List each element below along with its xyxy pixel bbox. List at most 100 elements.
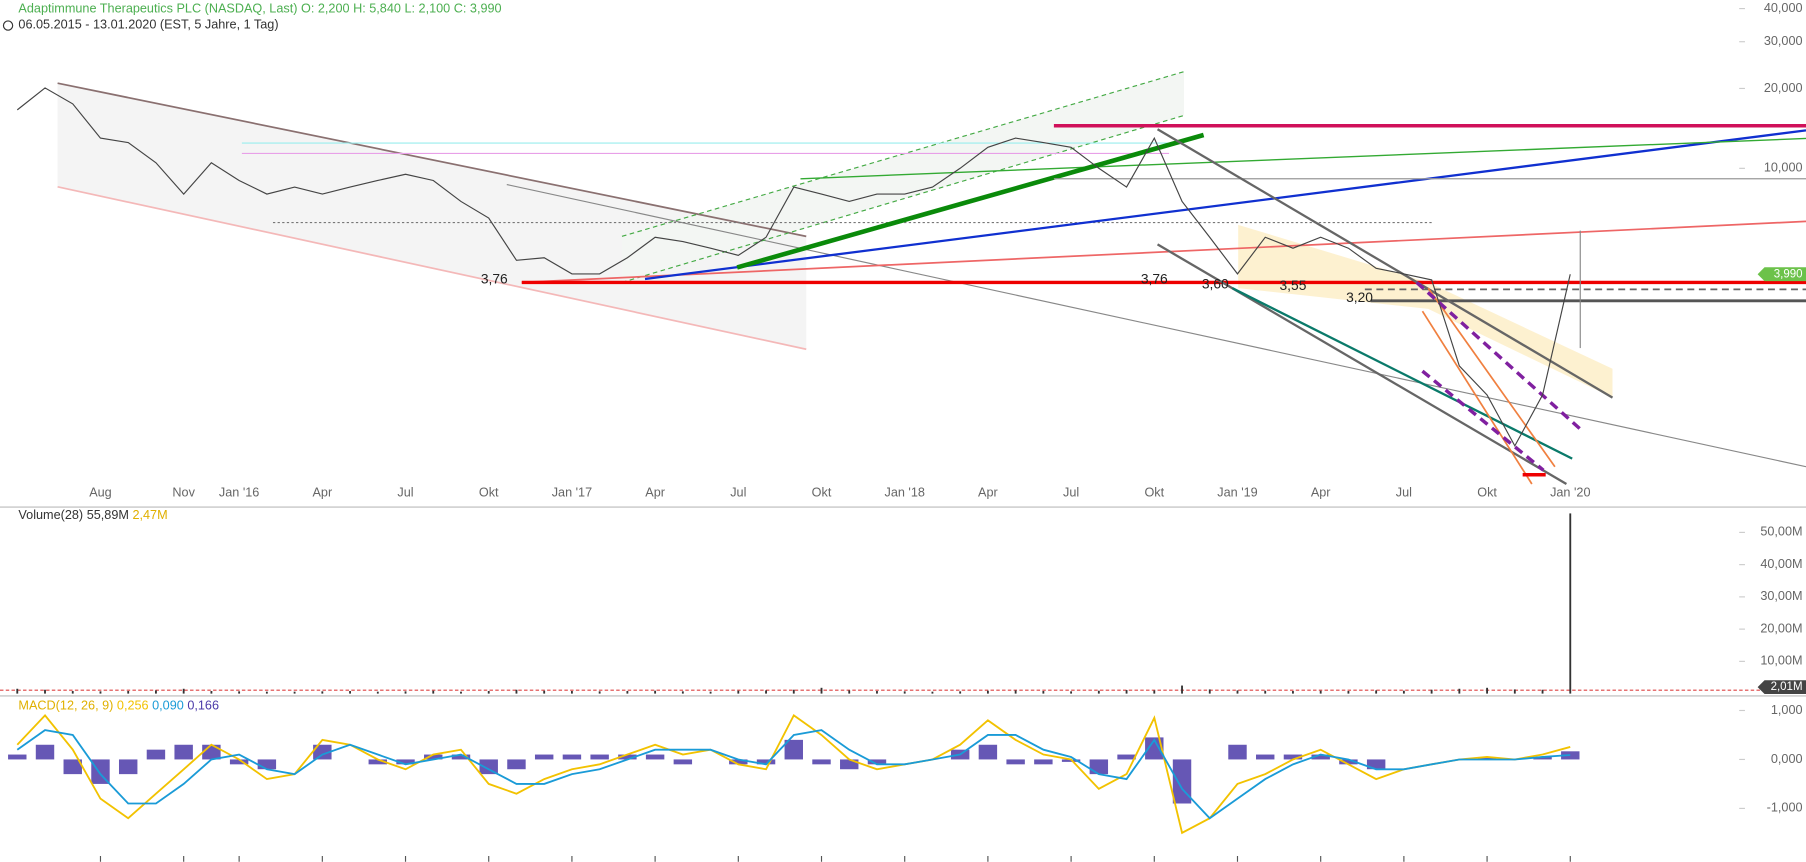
y-tick-label: 50,00M bbox=[1760, 525, 1802, 539]
volume-bar bbox=[1458, 688, 1461, 694]
drawings bbox=[57, 71, 1806, 485]
volume-title: Volume(28) 55,89M 2,47M bbox=[18, 509, 167, 523]
y-tick-label: 10,000 bbox=[1764, 161, 1803, 175]
x-tick-label: Jan '17 bbox=[552, 486, 592, 500]
channel-fill bbox=[1238, 224, 1613, 398]
x-tick-label: Jan '19 bbox=[1217, 486, 1257, 500]
histogram-bar bbox=[729, 759, 748, 765]
histogram-bar bbox=[534, 754, 554, 760]
header-info: (EST, 5 Jahre, 1 Tag) bbox=[160, 18, 279, 32]
histogram-bar bbox=[590, 754, 609, 760]
x-tick-label: Okt bbox=[1144, 486, 1164, 500]
histogram-bar bbox=[978, 744, 998, 760]
histogram-bar bbox=[8, 754, 27, 760]
volume-bar bbox=[1402, 690, 1405, 694]
x-tick-label: Jul bbox=[730, 486, 746, 500]
histogram-bar bbox=[451, 754, 471, 760]
histogram-bar bbox=[562, 754, 582, 760]
histogram-bar bbox=[424, 754, 443, 760]
volume-bar bbox=[238, 691, 241, 694]
histogram-bar bbox=[313, 744, 332, 760]
trendline bbox=[1156, 243, 1568, 485]
trendline bbox=[1427, 287, 1556, 468]
y-tick-label: 40,000 bbox=[1764, 1, 1803, 15]
ohlc: L: 2,100 bbox=[404, 2, 450, 16]
volume-bar bbox=[1042, 691, 1045, 694]
volume-bar bbox=[16, 688, 19, 694]
volume-bar bbox=[1208, 689, 1211, 694]
volume-bar bbox=[404, 691, 407, 694]
volume-value: 2,47M bbox=[132, 509, 167, 523]
annotation: 3,60 bbox=[1202, 276, 1229, 292]
histogram-bar bbox=[1366, 759, 1386, 770]
channel-fill bbox=[621, 71, 1185, 283]
volume-bar bbox=[515, 689, 518, 694]
histogram-bar bbox=[1256, 754, 1275, 760]
volume-bar bbox=[737, 690, 740, 694]
trendline bbox=[621, 114, 1185, 283]
y-tick-label: 20,000 bbox=[1764, 81, 1803, 95]
volume-bar bbox=[182, 688, 185, 694]
histogram-bar bbox=[63, 759, 82, 775]
y-tick-label: 1,000 bbox=[1771, 703, 1803, 717]
x-tick-label: Jan '16 bbox=[219, 486, 259, 500]
volume-bar bbox=[848, 690, 851, 694]
histogram-bar bbox=[1145, 737, 1164, 760]
x-tick-label: Jul bbox=[397, 486, 413, 500]
volume-bar bbox=[99, 691, 102, 694]
histogram-bar bbox=[1228, 744, 1247, 760]
macd-value: 0,166 bbox=[187, 699, 219, 713]
histogram-bar bbox=[1283, 754, 1303, 760]
y-tick-label: 10,00M bbox=[1760, 654, 1802, 668]
volume-bar bbox=[127, 691, 130, 694]
histogram-bar bbox=[1477, 756, 1497, 760]
histogram-bar bbox=[368, 759, 388, 765]
volume-bar bbox=[1430, 689, 1433, 694]
volume-bar bbox=[1125, 690, 1128, 694]
histogram-bar bbox=[1561, 751, 1580, 760]
y-tick-label: 20,00M bbox=[1760, 621, 1802, 635]
trendline bbox=[57, 185, 807, 351]
x-tick-label: Apr bbox=[978, 486, 998, 500]
volume-bar bbox=[376, 691, 379, 694]
volume-bar bbox=[626, 691, 629, 694]
volume-bar bbox=[903, 691, 906, 694]
histogram-bar bbox=[202, 744, 221, 760]
histogram-bar bbox=[1117, 754, 1136, 760]
volume-bar bbox=[986, 690, 989, 694]
histogram-bar bbox=[756, 759, 776, 765]
volume-bar bbox=[1569, 513, 1572, 694]
trendline bbox=[800, 137, 1806, 180]
histogram-bar bbox=[257, 759, 277, 770]
x-tick-label: Okt bbox=[812, 486, 832, 500]
histogram-bar bbox=[229, 759, 249, 765]
histogram-bar bbox=[146, 749, 166, 760]
header-range: 06.05.2015 - 13.01.2020 (EST, 5 Jahre, 1… bbox=[18, 18, 278, 32]
trendline bbox=[57, 82, 807, 238]
volume-bar bbox=[349, 691, 351, 694]
macd-value: 0,256 bbox=[117, 699, 149, 713]
trendline bbox=[1231, 287, 1573, 460]
trendline bbox=[1421, 369, 1545, 472]
trendline bbox=[736, 132, 1205, 270]
histogram-bar bbox=[867, 759, 887, 765]
volume-bar bbox=[1153, 690, 1156, 694]
volume-bar bbox=[487, 691, 490, 694]
volume-bar bbox=[765, 690, 767, 694]
annotation: 3,76 bbox=[1141, 271, 1168, 287]
annotation: 3,76 bbox=[481, 271, 508, 287]
volume-bar bbox=[1375, 690, 1378, 694]
histogram-bar bbox=[645, 754, 665, 760]
last-value-badge bbox=[1757, 680, 1806, 695]
x-tick-label: Okt bbox=[479, 486, 499, 500]
last-value-badge bbox=[1757, 267, 1806, 282]
volume-bar bbox=[1014, 690, 1017, 694]
trendline bbox=[1421, 310, 1533, 485]
volume-bar bbox=[432, 690, 435, 694]
histogram-bar bbox=[1006, 759, 1025, 765]
header-title: Adaptimmune Therapeutics PLC (NASDAQ, La… bbox=[18, 2, 501, 16]
y-tick-label: 40,00M bbox=[1760, 557, 1802, 571]
volume-bar bbox=[654, 690, 657, 694]
histogram-bar bbox=[812, 759, 831, 765]
histogram-bar bbox=[507, 759, 526, 770]
